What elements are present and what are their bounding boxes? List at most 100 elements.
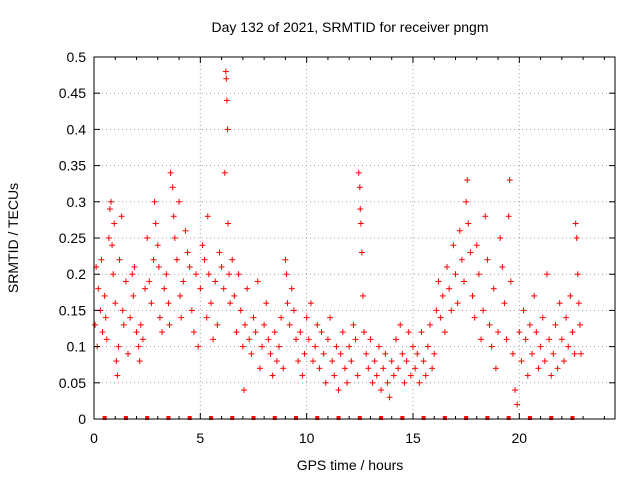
- data-point: [403, 358, 410, 365]
- data-point: [241, 321, 248, 328]
- zero-marker: [166, 416, 171, 420]
- data-point: [422, 372, 429, 379]
- data-point: [227, 300, 234, 307]
- data-point: [118, 213, 125, 220]
- data-point: [271, 329, 278, 336]
- data-point: [344, 379, 351, 386]
- zero-marker: [123, 416, 128, 420]
- data-point: [405, 329, 412, 336]
- data-point: [506, 177, 513, 184]
- data-point: [465, 220, 472, 227]
- data-point: [293, 336, 300, 343]
- data-point: [574, 271, 581, 278]
- y-axis-label: SRMTID / TECUs: [5, 183, 21, 293]
- data-point: [276, 343, 283, 350]
- y-tick-label: 0.3: [67, 194, 87, 210]
- data-point: [482, 213, 489, 220]
- data-point: [111, 220, 118, 227]
- data-point: [214, 321, 221, 328]
- data-point: [414, 350, 421, 357]
- data-point: [357, 206, 364, 213]
- data-point: [237, 307, 244, 314]
- data-point: [115, 343, 122, 350]
- data-point: [127, 314, 134, 321]
- zero-marker: [570, 416, 575, 420]
- data-point: [131, 263, 138, 270]
- zero-marker: [549, 416, 554, 420]
- data-point: [101, 292, 108, 299]
- x-tick-label: 15: [405, 430, 421, 446]
- data-point: [265, 336, 272, 343]
- y-tick-label: 0.45: [59, 85, 86, 101]
- data-point: [113, 358, 120, 365]
- data-point: [150, 256, 157, 263]
- data-point: [550, 350, 557, 357]
- data-point: [424, 343, 431, 350]
- x-tick-label: 20: [512, 430, 528, 446]
- data-point: [431, 350, 438, 357]
- data-point: [399, 350, 406, 357]
- data-point: [495, 329, 502, 336]
- data-point: [571, 350, 578, 357]
- data-point: [263, 300, 270, 307]
- zero-marker: [421, 416, 426, 420]
- data-point: [356, 184, 363, 191]
- data-point: [152, 220, 159, 227]
- data-point: [288, 285, 295, 292]
- data-point: [484, 256, 491, 263]
- data-point: [161, 285, 168, 292]
- data-point: [261, 321, 268, 328]
- data-point: [444, 263, 451, 270]
- data-point: [210, 336, 217, 343]
- data-point: [407, 372, 414, 379]
- data-point: [497, 235, 504, 241]
- data-point: [199, 242, 206, 249]
- data-point: [203, 314, 210, 321]
- data-point: [501, 300, 508, 307]
- data-point: [324, 336, 331, 343]
- data-point: [246, 336, 253, 343]
- data-point: [433, 307, 440, 314]
- data-point: [112, 300, 119, 307]
- data-point: [224, 220, 231, 227]
- data-point: [188, 307, 195, 314]
- data-point: [170, 213, 177, 220]
- data-point: [327, 314, 334, 321]
- data-point: [450, 242, 457, 249]
- data-point: [488, 343, 495, 350]
- data-point: [524, 372, 531, 379]
- data-point: [435, 278, 442, 285]
- data-point: [471, 314, 478, 321]
- zero-marker: [251, 416, 256, 420]
- data-point: [554, 365, 561, 372]
- data-point: [520, 307, 527, 314]
- y-tick-label: 0.5: [67, 49, 87, 65]
- data-point: [518, 358, 525, 365]
- zero-marker: [464, 416, 469, 420]
- data-point: [346, 343, 353, 350]
- data-point: [333, 343, 340, 350]
- data-point: [269, 372, 276, 379]
- data-point: [169, 184, 176, 191]
- data-point: [392, 336, 399, 343]
- data-point: [119, 307, 126, 314]
- data-point: [233, 329, 240, 336]
- data-point: [539, 314, 546, 321]
- data-point: [569, 329, 576, 336]
- zero-marker: [400, 416, 405, 420]
- data-point: [137, 321, 144, 328]
- data-point: [295, 358, 302, 365]
- data-point: [516, 329, 523, 336]
- data-point: [305, 336, 312, 343]
- data-point: [464, 177, 471, 184]
- data-point: [163, 271, 170, 278]
- data-point: [195, 343, 202, 350]
- data-point: [577, 350, 584, 357]
- axis-ticks: [93, 56, 615, 420]
- data-point: [492, 365, 499, 372]
- data-point: [576, 321, 583, 328]
- data-point: [297, 329, 304, 336]
- data-point: [299, 372, 306, 379]
